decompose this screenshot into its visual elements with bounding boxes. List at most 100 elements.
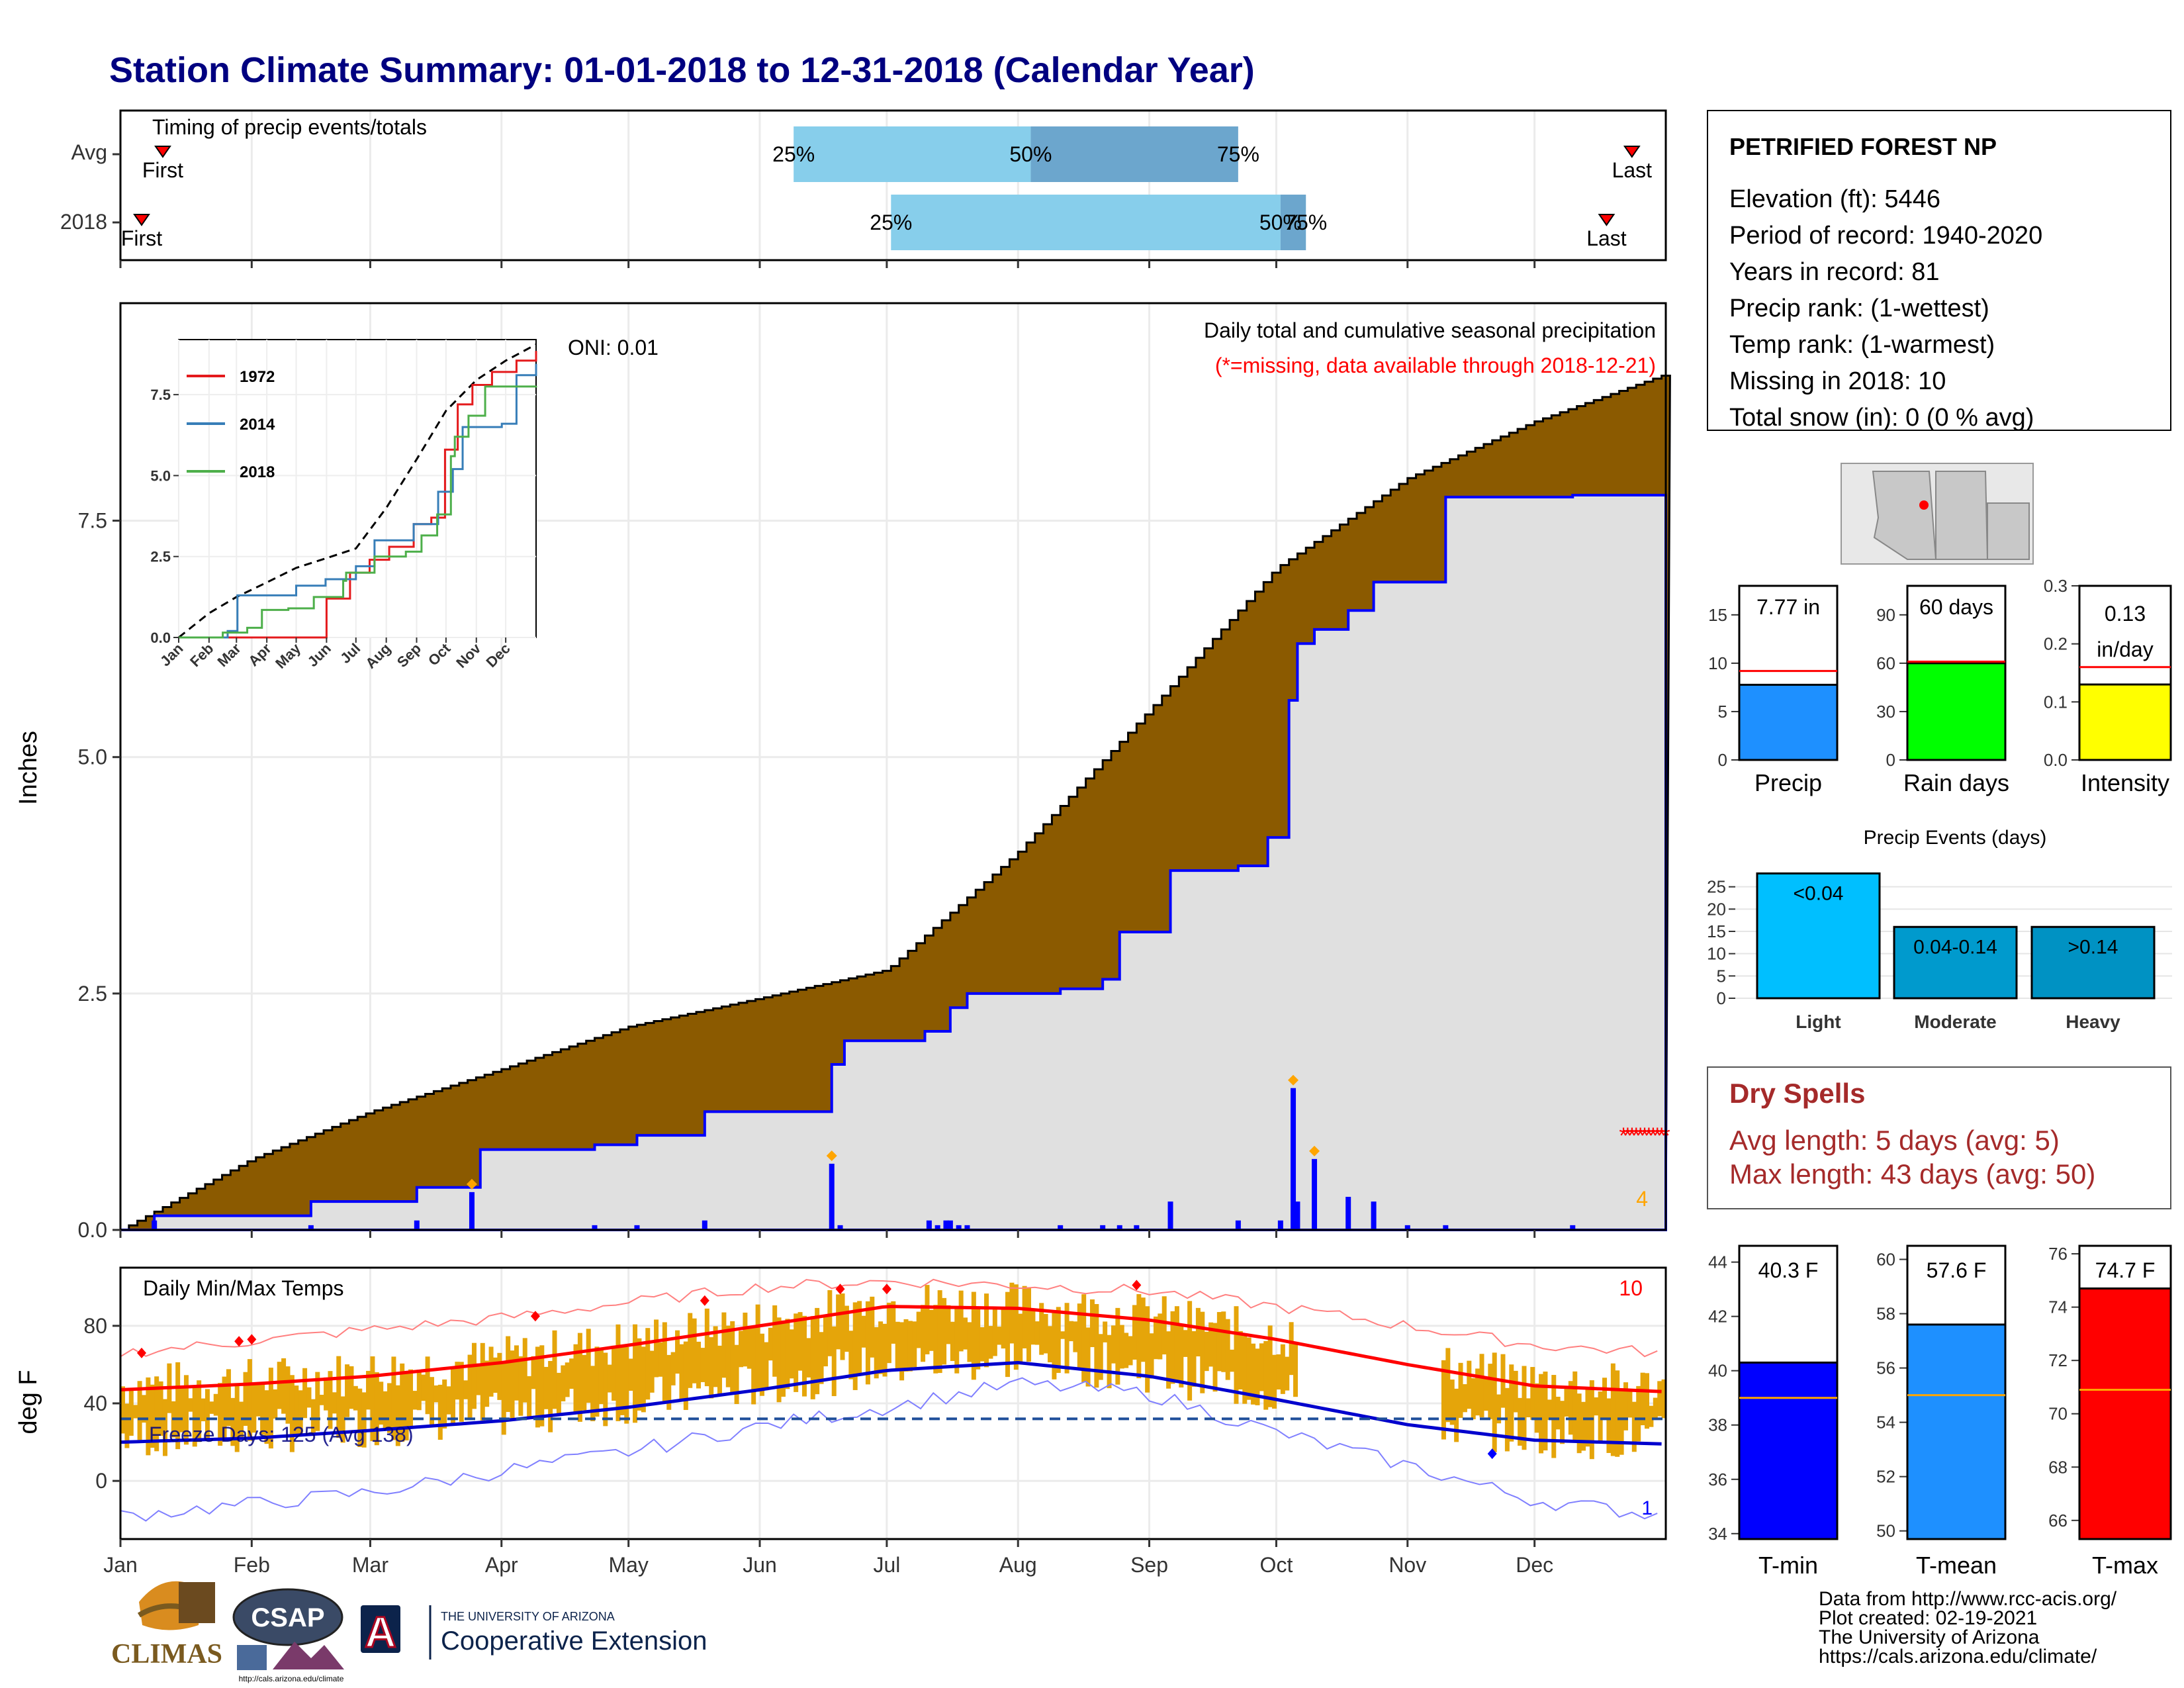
timing-bar-q1-avg (794, 126, 1031, 182)
daily-temp-range-bar (1251, 1343, 1256, 1405)
events-category-label: Moderate (1914, 1011, 1996, 1032)
daily-temp-range-bar (1043, 1313, 1048, 1354)
events-y-tick-label: 25 (1707, 877, 1726, 897)
daily-temp-range-bar (586, 1329, 591, 1403)
daily-precip-bar (469, 1192, 475, 1230)
stat-value-label: 0.13 (2105, 602, 2146, 626)
timing-row-avg-label: Avg (71, 140, 107, 164)
temp-stat-y-tick-label: 34 (1708, 1524, 1727, 1544)
temp-stat-y-tick-label: 68 (2048, 1457, 2068, 1477)
daily-temp-range-bar (688, 1313, 693, 1388)
daily-temp-range-bar (670, 1352, 676, 1385)
temp-stat-value-bar (1906, 1323, 2007, 1540)
daily-temp-range-bar (1111, 1325, 1116, 1364)
precip-panel: *********** Daily total and cumulative s… (15, 302, 1671, 1242)
daily-temp-range-bar (1475, 1368, 1480, 1416)
precip-y-tick-label: 7.5 (78, 509, 107, 533)
daily-temp-range-bar (1623, 1382, 1629, 1430)
inset-y-tick-label: 7.5 (150, 387, 171, 403)
daily-temp-range-bar (1522, 1366, 1527, 1450)
daily-temp-range-bar (612, 1345, 617, 1401)
daily-temp-range-bar (573, 1344, 578, 1413)
timing-bar-q2-avg (1030, 126, 1238, 182)
daily-precip-bar (964, 1225, 970, 1230)
daily-temp-range-bar (1454, 1388, 1459, 1442)
station-line-precip-rank: Precip rank: (1-wettest) (1729, 295, 1989, 322)
last-event-marker-icon (1598, 214, 1615, 226)
daily-temp-range-bar (958, 1290, 964, 1352)
inset-x-tick-label: Jun (304, 640, 334, 670)
daily-precip-bars (152, 1074, 1576, 1230)
daily-temp-range-bar (967, 1322, 972, 1362)
daily-temp-range-bar (1005, 1291, 1011, 1378)
daily-temp-range-bar (819, 1332, 824, 1384)
daily-precip-bar (1312, 1158, 1318, 1230)
daily-temp-range-bar (997, 1327, 1002, 1345)
daily-temp-range-bar (1272, 1354, 1277, 1409)
daily-temp-range-bar (1479, 1354, 1484, 1418)
daily-temp-range-bar (1187, 1301, 1193, 1401)
daily-temp-range-bar (755, 1304, 760, 1392)
events-y-tick-label: 10 (1707, 944, 1726, 964)
daily-temp-range-bar (1140, 1297, 1146, 1362)
daily-temp-range-bar (484, 1360, 490, 1407)
daily-temp-range-bar (721, 1312, 727, 1378)
daily-temp-range-bar (641, 1346, 646, 1413)
dry-spells-title: Dry Spells (1729, 1078, 1865, 1109)
missing-marker-icon: * (1649, 1123, 1657, 1149)
daily-temp-range-bar (979, 1327, 985, 1362)
daily-temp-range-bar (1013, 1284, 1019, 1370)
daily-precip-bar (1345, 1197, 1351, 1230)
oni-label: ONI: 0.01 (568, 336, 659, 359)
month-label-jun: Jun (743, 1553, 777, 1577)
daily-temp-range-bar (1458, 1362, 1463, 1418)
ua-small-text: THE UNIVERSITY OF ARIZONA (441, 1610, 615, 1623)
daily-temp-range-bar (1048, 1326, 1052, 1363)
daily-temp-range-bar (1645, 1373, 1650, 1429)
daily-temp-range-bar (183, 1375, 189, 1445)
daily-temp-range-bar (357, 1388, 363, 1447)
daily-temp-range-bar (218, 1383, 223, 1446)
record-low-marker-icon (1487, 1448, 1497, 1460)
inset-y-tick-label: 5.0 (150, 467, 171, 484)
daily-temp-range-bar (552, 1330, 557, 1409)
events-bar-light (1756, 872, 1881, 1000)
daily-temp-range-bar (759, 1333, 764, 1396)
daily-temp-range-bar (747, 1326, 752, 1369)
dry-spells-avg: Avg length: 5 days (avg: 5) (1729, 1125, 2060, 1156)
daily-temp-range-bar (929, 1309, 934, 1351)
last-event-label: Last (1612, 158, 1653, 182)
record-high-marker-icon (882, 1284, 891, 1295)
daily-temp-range-bar (306, 1387, 312, 1408)
temp-stat-y-tick-label: 42 (1708, 1307, 1727, 1327)
month-label-jul: Jul (873, 1553, 900, 1577)
daily-temp-range-bar (158, 1381, 163, 1436)
daily-temp-range-bar (471, 1342, 477, 1409)
daily-temp-range-bar (857, 1301, 862, 1376)
daily-temp-range-bar (725, 1325, 731, 1387)
daily-temp-range-bar (878, 1321, 884, 1374)
daily-temp-range-bar (268, 1368, 273, 1449)
record-high-marker-icon (247, 1334, 257, 1345)
daily-temp-range-bar (1441, 1360, 1446, 1440)
temp-stat-category-label: T-min (1758, 1552, 1818, 1579)
csap-stripes-icon (237, 1645, 267, 1670)
2018-cumulative-area (120, 494, 1667, 1231)
precip-y-tick-label: 0.0 (78, 1218, 107, 1242)
temp-stat-y-tick-label: 54 (1876, 1413, 1895, 1432)
daily-temp-range-bar (1200, 1311, 1205, 1393)
daily-precip-bar (1277, 1220, 1283, 1230)
daily-temp-range-bar (1530, 1367, 1535, 1420)
events-y-tick-label: 0 (1717, 988, 1726, 1008)
csap-logo-text: CSAP (251, 1603, 324, 1632)
credits: Data from http://www.rcc-acis.org/ Plot … (1819, 1588, 2117, 1667)
daily-precip-bar (1058, 1225, 1064, 1230)
daily-temp-range-bar (150, 1384, 155, 1448)
daily-temp-range-bar (201, 1398, 206, 1422)
daily-temp-range-bar (1089, 1299, 1095, 1348)
temp-corner-count: 1 (1641, 1497, 1653, 1519)
daily-temp-range-bar (1174, 1306, 1179, 1383)
events-y-tick-label: 15 (1707, 921, 1726, 941)
daily-temp-range-bar (1149, 1333, 1154, 1379)
